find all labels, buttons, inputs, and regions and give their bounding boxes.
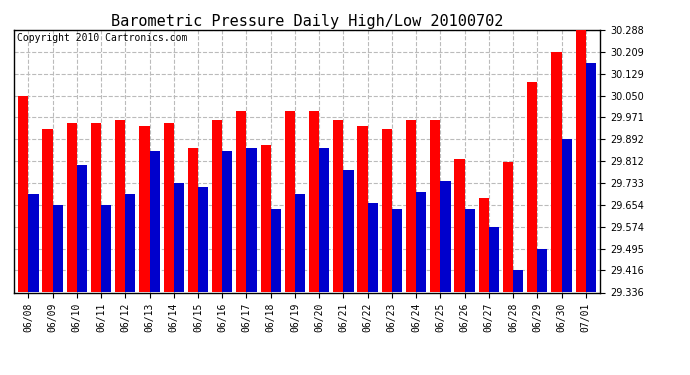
- Bar: [562, 139, 572, 292]
- Bar: [503, 162, 513, 292]
- Title: Barometric Pressure Daily High/Low 20100702: Barometric Pressure Daily High/Low 20100…: [111, 14, 503, 29]
- Bar: [333, 120, 344, 292]
- Bar: [18, 96, 28, 292]
- Bar: [77, 165, 87, 292]
- Bar: [575, 30, 586, 292]
- Bar: [527, 82, 538, 292]
- Bar: [586, 63, 596, 292]
- Bar: [538, 249, 547, 292]
- Bar: [222, 151, 233, 292]
- Bar: [28, 194, 39, 292]
- Bar: [489, 227, 499, 292]
- Bar: [174, 183, 184, 292]
- Bar: [139, 126, 150, 292]
- Bar: [285, 111, 295, 292]
- Bar: [270, 209, 281, 292]
- Bar: [406, 120, 416, 292]
- Bar: [344, 170, 353, 292]
- Bar: [188, 148, 198, 292]
- Bar: [440, 181, 451, 292]
- Bar: [430, 120, 440, 292]
- Bar: [115, 120, 126, 292]
- Bar: [126, 194, 135, 292]
- Bar: [368, 203, 378, 292]
- Bar: [42, 129, 52, 292]
- Bar: [67, 123, 77, 292]
- Bar: [198, 187, 208, 292]
- Bar: [382, 129, 392, 292]
- Bar: [357, 126, 368, 292]
- Bar: [91, 123, 101, 292]
- Bar: [319, 148, 329, 292]
- Bar: [551, 52, 562, 292]
- Bar: [164, 123, 174, 292]
- Bar: [261, 145, 270, 292]
- Bar: [212, 120, 222, 292]
- Bar: [246, 148, 257, 292]
- Bar: [295, 194, 305, 292]
- Bar: [416, 192, 426, 292]
- Bar: [52, 205, 63, 292]
- Bar: [513, 270, 523, 292]
- Bar: [392, 209, 402, 292]
- Bar: [479, 198, 489, 292]
- Text: Copyright 2010 Cartronics.com: Copyright 2010 Cartronics.com: [17, 33, 187, 43]
- Bar: [464, 209, 475, 292]
- Bar: [455, 159, 464, 292]
- Bar: [236, 111, 246, 292]
- Bar: [309, 111, 319, 292]
- Bar: [150, 151, 159, 292]
- Bar: [101, 205, 111, 292]
